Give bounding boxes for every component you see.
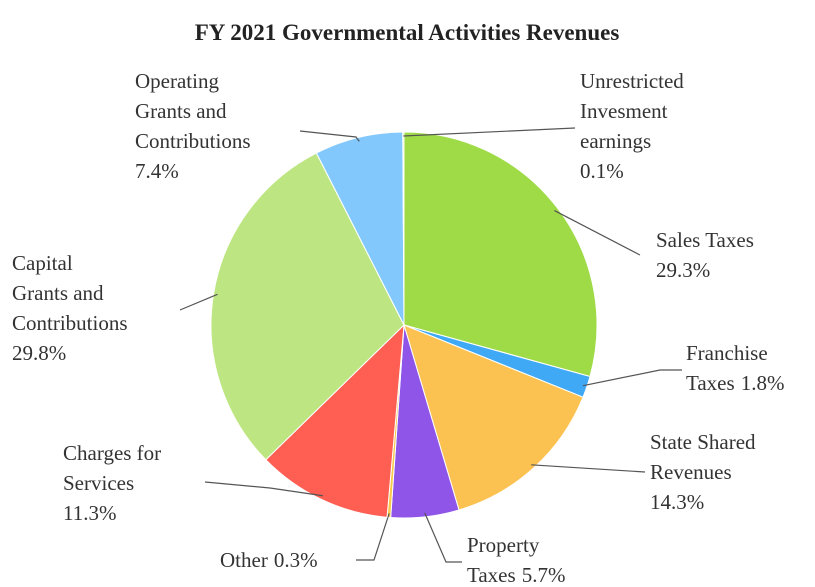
- value-label: 5.7%: [522, 563, 566, 587]
- label-line: Revenues: [650, 460, 732, 484]
- label-line: Charges for: [63, 441, 161, 465]
- label-line: Taxes: [467, 563, 516, 587]
- leader-line: [356, 513, 390, 561]
- value-label: 7.4%: [135, 159, 179, 183]
- leader-line: [531, 464, 646, 473]
- chart-title: FY 2021 Governmental Activities Revenues: [195, 20, 620, 45]
- label-line: Invesment: [580, 99, 668, 123]
- slice-label: Franchise Taxes: [686, 341, 768, 395]
- leader-line: [582, 369, 682, 387]
- pie-slice: [403, 324, 584, 511]
- leader-line: [299, 130, 360, 142]
- label-line: Capital: [12, 251, 73, 275]
- label-line: Grants and: [12, 281, 104, 305]
- value-label: 0.1%: [580, 159, 624, 183]
- pie-slice: [210, 152, 405, 461]
- leader-line: [554, 210, 641, 256]
- value-label: 14.3%: [650, 490, 704, 514]
- slice-label: Operating Grants and Contributions: [135, 69, 251, 153]
- label-line: State Shared: [650, 430, 756, 454]
- value-label: 0.3%: [274, 548, 318, 572]
- label-line: earnings: [580, 129, 651, 153]
- pie-slice: [402, 131, 405, 326]
- label-line: Unrestricted: [580, 69, 684, 93]
- pie-slice: [265, 323, 405, 518]
- slice-label: State Shared Revenues: [650, 430, 756, 484]
- label-line: Taxes: [686, 371, 735, 395]
- value-label: 11.3%: [63, 501, 116, 525]
- label-line: Franchise: [686, 341, 768, 365]
- label-line: Property: [467, 533, 540, 557]
- label-line: Services: [63, 471, 134, 495]
- value-label: 29.3%: [656, 258, 710, 282]
- leader-line: [179, 293, 218, 311]
- label-line: Sales Taxes: [656, 228, 754, 252]
- label-line: Grants and: [135, 99, 227, 123]
- slice-label: Capital Grants and Contributions: [12, 251, 128, 335]
- label-line: Contributions: [12, 311, 128, 335]
- value-label: 1.8%: [741, 371, 785, 395]
- slice-label: Charges for Services: [63, 441, 161, 495]
- slice-label: Sales Taxes: [656, 228, 754, 252]
- label-line: Operating: [135, 69, 219, 93]
- slice-label: Property Taxes: [467, 533, 540, 587]
- label-line: Contributions: [135, 129, 251, 153]
- pie-slice: [403, 131, 598, 378]
- label-line: Other: [220, 548, 268, 572]
- leader-line: [424, 512, 462, 563]
- value-label: 29.8%: [12, 341, 66, 365]
- leader-line: [204, 481, 324, 497]
- leader-line: [403, 127, 576, 137]
- slice-label: Unrestricted Invesment earnings: [580, 69, 684, 153]
- slice-label: Other: [220, 548, 268, 572]
